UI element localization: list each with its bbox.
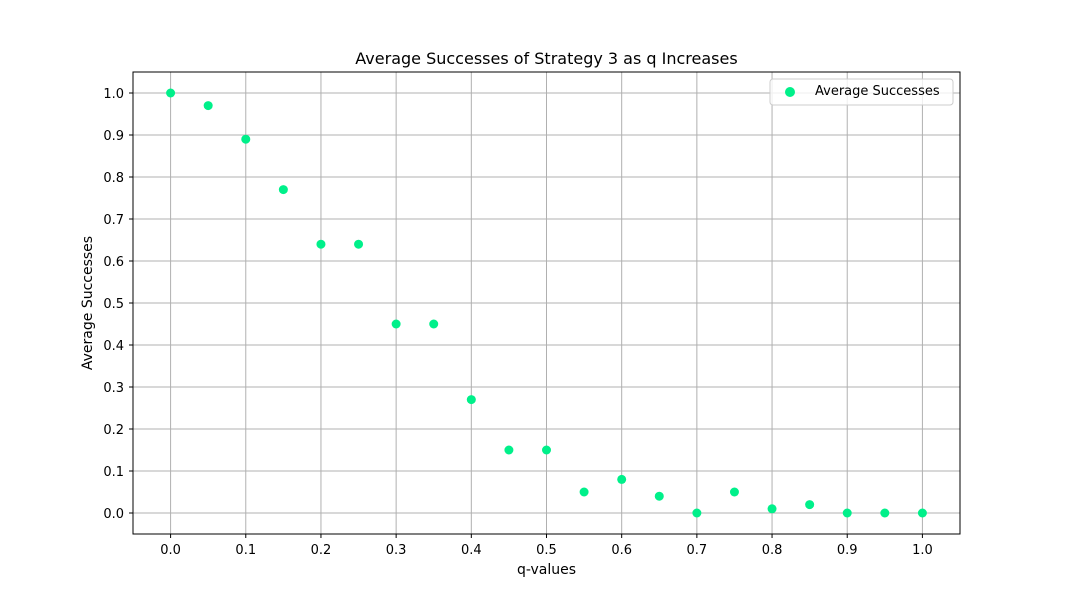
axis-ticks: 0.0 0.1 0.2 0.3 0.4 0.5 0.6 0.7 0.8 0.9 1.0 0.0 0.1 0…	[103, 87, 932, 558]
data-point	[617, 474, 627, 484]
data-point	[166, 88, 176, 98]
data-point	[354, 239, 364, 249]
plot-frame	[132, 71, 961, 535]
data-point	[504, 445, 514, 455]
x-tick-label: 0.7	[687, 543, 708, 558]
data-point	[729, 487, 739, 497]
data-point	[278, 185, 288, 195]
data-point	[391, 319, 401, 329]
legend-box	[769, 78, 954, 106]
x-tick-label: 0.3	[386, 543, 407, 558]
data-point	[842, 508, 852, 518]
data-point	[241, 134, 251, 144]
data-point	[654, 491, 664, 501]
x-tick-label: 0.6	[611, 543, 632, 558]
x-tick-label: 0.0	[160, 543, 181, 558]
legend-label: Average Successes	[815, 84, 940, 99]
y-tick-label: 0.0	[103, 507, 124, 522]
y-tick-label: 0.6	[103, 255, 124, 270]
data-point	[917, 508, 927, 518]
y-tick-label: 0.4	[103, 339, 124, 354]
data-point	[579, 487, 589, 497]
grid-lines	[133, 72, 960, 534]
x-tick-label: 0.4	[461, 543, 482, 558]
y-tick-label: 0.3	[103, 381, 124, 396]
chart-title: Average Successes of Strategy 3 as q Inc…	[355, 49, 737, 68]
y-axis-label: Average Successes	[80, 236, 96, 370]
x-tick-label: 1.0	[912, 543, 933, 558]
data-points	[166, 88, 927, 518]
y-tick-label: 0.1	[103, 465, 124, 480]
y-tick-label: 0.9	[103, 129, 124, 144]
data-point	[466, 395, 476, 405]
x-tick-label: 0.1	[235, 543, 256, 558]
legend-marker	[785, 87, 795, 97]
y-tick-label: 0.7	[103, 213, 124, 228]
x-tick-label: 0.5	[536, 543, 557, 558]
y-tick-label: 0.8	[103, 171, 124, 186]
x-tick-label: 0.2	[311, 543, 332, 558]
x-axis-label: q-values	[517, 562, 576, 578]
data-point	[542, 445, 551, 455]
data-point	[692, 508, 702, 518]
x-tick-label: 0.8	[762, 543, 783, 558]
data-point	[767, 504, 777, 514]
data-point	[880, 508, 890, 518]
data-point	[805, 500, 815, 510]
data-point	[429, 319, 439, 329]
y-tick-label: 0.5	[103, 297, 124, 312]
y-tick-label: 0.2	[103, 423, 124, 438]
x-tick-label: 0.9	[837, 543, 858, 558]
legend: Average Successes	[769, 78, 954, 106]
data-point	[316, 239, 326, 249]
data-point	[203, 101, 213, 111]
y-tick-label: 1.0	[103, 87, 124, 102]
